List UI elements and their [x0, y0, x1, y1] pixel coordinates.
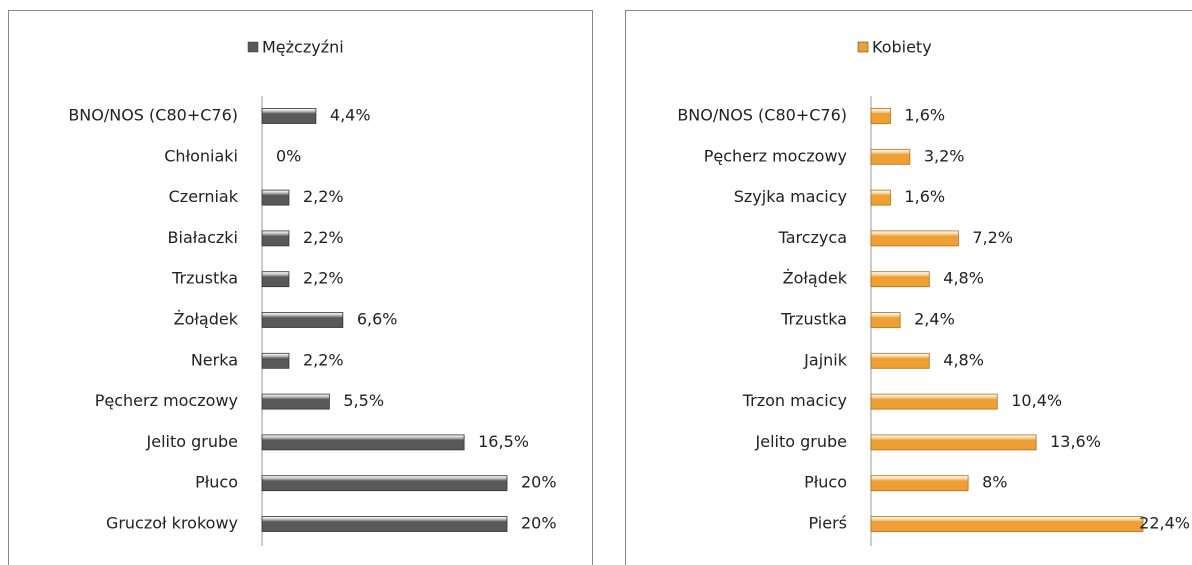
category-label: Jelito grube	[755, 432, 847, 451]
value-label: 2,4%	[914, 310, 955, 329]
category-label: Żołądek	[783, 269, 848, 288]
category-label: Płuco	[804, 473, 847, 492]
bar	[870, 189, 891, 206]
bar	[261, 189, 290, 206]
bar	[870, 475, 969, 492]
legend-swatch	[247, 41, 259, 53]
value-label: 22,4%	[1139, 514, 1190, 533]
value-label: 10,4%	[1011, 391, 1062, 410]
category-label: Tarczyca	[778, 228, 847, 247]
category-label: Pęcherz moczowy	[95, 391, 238, 410]
category-label: Żołądek	[174, 310, 239, 329]
bar	[870, 434, 1037, 451]
bar	[870, 271, 930, 288]
bar	[870, 352, 930, 369]
value-label: 20%	[521, 473, 557, 492]
category-label: Jelito grube	[146, 432, 238, 451]
category-label: BNO/NOS (C80+C76)	[677, 106, 847, 125]
bar	[261, 516, 508, 532]
value-label: 4,8%	[943, 350, 984, 369]
category-label: Jajnik	[803, 350, 848, 369]
bar	[261, 271, 290, 288]
value-label: 2,2%	[303, 228, 344, 247]
bar	[870, 393, 998, 410]
value-label: 8%	[982, 473, 1007, 492]
category-label: Trzustka	[171, 269, 238, 288]
bar	[261, 352, 290, 369]
value-label: 2,2%	[303, 187, 344, 206]
category-label: BNO/NOS (C80+C76)	[68, 106, 238, 125]
value-label: 1,6%	[904, 187, 945, 206]
panel	[625, 10, 1192, 565]
value-label: 13,6%	[1050, 432, 1101, 451]
category-label: Pierś	[809, 514, 848, 533]
category-label: Chłoniaki	[164, 146, 238, 165]
bar	[870, 312, 901, 328]
bar	[261, 108, 317, 124]
value-label: 1,6%	[904, 106, 945, 125]
category-label: Szyjka macicy	[734, 187, 847, 206]
category-label: Białaczki	[168, 228, 238, 247]
legend-label: Mężczyźni	[262, 38, 344, 57]
category-label: Nerka	[191, 350, 238, 369]
bar	[261, 393, 330, 410]
value-label: 7,2%	[972, 228, 1013, 247]
bar	[261, 230, 290, 247]
bar	[261, 475, 508, 492]
bar	[261, 434, 465, 451]
bar	[870, 108, 891, 124]
value-label: 2,2%	[303, 350, 344, 369]
category-label: Trzustka	[780, 310, 847, 329]
legend-swatch	[857, 41, 869, 53]
value-label: 20%	[521, 514, 557, 533]
value-label: 3,2%	[924, 146, 965, 165]
category-label: Płuco	[195, 473, 238, 492]
value-label: 0%	[276, 146, 301, 165]
value-label: 5,5%	[343, 391, 384, 410]
bar	[870, 516, 1144, 532]
value-label: 2,2%	[303, 269, 344, 288]
category-label: Pęcherz moczowy	[704, 146, 847, 165]
value-label: 16,5%	[478, 432, 529, 451]
category-label: Gruczoł krokowy	[106, 514, 238, 533]
bar	[261, 312, 344, 328]
bar	[870, 230, 959, 247]
value-label: 4,4%	[330, 106, 371, 125]
legend-label: Kobiety	[872, 38, 932, 57]
value-label: 4,8%	[943, 269, 984, 288]
value-label: 6,6%	[357, 310, 398, 329]
panel	[8, 10, 593, 565]
bar	[870, 148, 911, 165]
category-label: Trzon macicy	[742, 391, 847, 410]
category-label: Czerniak	[169, 187, 239, 206]
